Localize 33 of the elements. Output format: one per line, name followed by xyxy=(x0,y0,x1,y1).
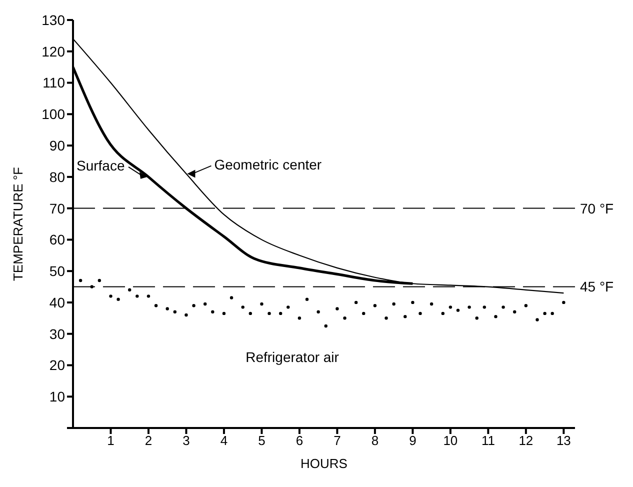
x-tick-label: 2 xyxy=(144,433,152,448)
x-tick-label: 6 xyxy=(296,433,304,448)
y-tick-label: 20 xyxy=(49,357,66,374)
y-tick-label: 60 xyxy=(49,232,66,248)
x-tick-label: 5 xyxy=(258,433,266,448)
y-tick-label: 120 xyxy=(42,43,66,60)
x-tick-label: 7 xyxy=(334,433,341,448)
x-tick-label: 11 xyxy=(481,433,495,448)
y-axis-title: TEMPERATURE °F xyxy=(10,166,26,282)
y-tick-label: 90 xyxy=(49,138,66,154)
x-tick-label: 12 xyxy=(518,433,534,448)
y-tick-label: 70 xyxy=(49,200,66,216)
series-label: Surface xyxy=(76,158,125,174)
x-tick-label: 1 xyxy=(107,433,114,448)
x-axis-title: HOURS xyxy=(300,456,348,471)
x-tick-label: 8 xyxy=(371,433,379,448)
x-tick-label: 10 xyxy=(443,433,458,448)
series-label: Refrigerator air xyxy=(246,349,340,366)
y-tick-label: 50 xyxy=(49,263,66,280)
x-tick-label: 3 xyxy=(182,433,190,448)
x-tick-label: 9 xyxy=(409,433,416,448)
y-tick-label: 40 xyxy=(49,294,66,310)
x-tick-label: 4 xyxy=(220,433,228,448)
y-tick-label: 110 xyxy=(42,74,66,91)
x-tick-label: 13 xyxy=(556,433,571,448)
y-tick-label: 10 xyxy=(49,388,66,405)
y-tick-label: 130 xyxy=(42,12,66,28)
ref-line-label: 45 °F xyxy=(580,278,614,295)
y-tick-label: 100 xyxy=(42,106,66,122)
ref-line-label: 70 °F xyxy=(580,200,614,216)
legend-label: Geometric center xyxy=(214,156,322,172)
y-tick-label: 80 xyxy=(49,168,66,185)
y-tick-label: 30 xyxy=(49,326,66,342)
